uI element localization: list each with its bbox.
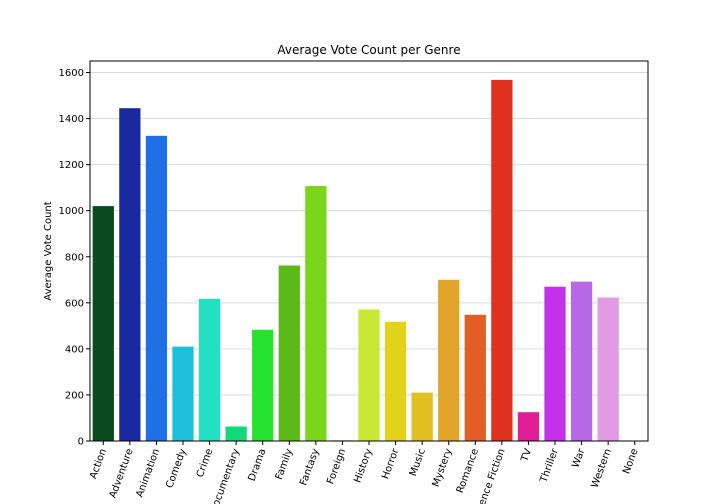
bar-drama xyxy=(252,329,274,441)
x-tick-label: Adventure xyxy=(108,447,136,499)
y-tick-label: 1600 xyxy=(59,68,84,79)
y-tick-label: 800 xyxy=(65,252,84,263)
chart-title: Average Vote Count per Genre xyxy=(277,43,460,57)
x-tick-label: Horror xyxy=(380,446,401,480)
bar-animation xyxy=(145,135,168,441)
bar-thriller xyxy=(544,286,566,441)
x-tick-label: TV xyxy=(519,447,534,464)
bar-history xyxy=(358,309,380,441)
bar-action xyxy=(92,206,114,441)
x-tick-label: History xyxy=(352,447,375,484)
bar-war xyxy=(570,281,593,441)
y-tick-label: 200 xyxy=(65,390,84,401)
bar-music xyxy=(411,392,433,441)
bar-mystery xyxy=(438,279,460,441)
x-tick-label: Western xyxy=(590,447,614,489)
bar-western xyxy=(597,297,619,441)
x-tick-label: Fantasy xyxy=(298,447,322,487)
y-axis: 0 200 400 600 800 1000 1200 1400 1600 xyxy=(59,68,90,448)
bar-fantasy xyxy=(305,186,327,441)
x-tick-label: Family xyxy=(274,447,295,481)
x-tick-label: Foreign xyxy=(325,447,348,486)
x-tick-label: War xyxy=(570,446,587,469)
bar-tv xyxy=(517,412,540,441)
bar-romance xyxy=(464,314,486,441)
x-tick-label: None xyxy=(621,447,640,475)
y-tick-label: 1200 xyxy=(59,160,84,171)
plot-frame xyxy=(89,60,649,442)
x-tick-label: Romance xyxy=(455,447,481,494)
x-tick-label: Comedy xyxy=(164,447,188,490)
x-tick-label: Crime xyxy=(195,447,216,479)
y-tick-label: 400 xyxy=(65,344,84,355)
x-tick-label: Drama xyxy=(247,447,269,483)
x-tick-label: Thriller xyxy=(538,446,561,485)
bar-horror xyxy=(384,321,407,441)
bar-adventure xyxy=(119,108,141,441)
y-tick-label: 1000 xyxy=(59,206,84,217)
bar-comedy xyxy=(172,346,194,441)
y-tick-label: 1400 xyxy=(59,114,84,125)
bar-crime xyxy=(198,298,221,441)
bars xyxy=(92,79,619,441)
bar-science-fiction xyxy=(491,79,513,441)
y-axis-label: Average Vote Count xyxy=(43,201,54,300)
bar-documentary xyxy=(225,426,247,441)
x-tick-label: Animation xyxy=(134,447,162,499)
x-tick-label: Mystery xyxy=(431,447,455,488)
x-tick-label: Action xyxy=(88,447,109,480)
y-tick-label: 600 xyxy=(65,298,84,309)
y-tick-label: 0 xyxy=(78,437,84,448)
bar-family xyxy=(278,265,300,441)
x-tick-label: Music xyxy=(408,447,428,477)
